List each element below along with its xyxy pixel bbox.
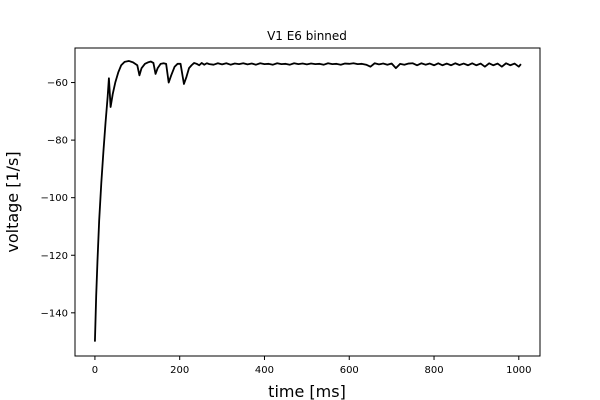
x-axis-label: time [ms] xyxy=(268,382,346,400)
x-tick-label: 800 xyxy=(424,365,443,376)
x-tick-label: 600 xyxy=(340,365,359,376)
y-tick-label: −140 xyxy=(41,308,68,319)
x-tick-label: 1000 xyxy=(506,365,531,376)
x-tick-label: 200 xyxy=(170,365,189,376)
x-tick-label: 400 xyxy=(255,365,274,376)
chart-title: V1 E6 binned xyxy=(267,29,347,43)
x-axis-ticks: 0 200 400 600 800 1000 xyxy=(92,356,532,376)
plot-frame xyxy=(74,47,541,357)
x-tick-label: 0 xyxy=(92,365,98,376)
y-axis-label: voltage [1/s] xyxy=(3,151,22,252)
plot-area: 0 200 400 600 800 1000 −140 −120 −100 −80 −60 xyxy=(41,47,541,376)
series-line xyxy=(94,60,522,342)
y-axis-ticks: −140 −120 −100 −80 −60 xyxy=(41,78,75,319)
y-tick-label: −120 xyxy=(41,251,68,262)
y-tick-label: −100 xyxy=(41,193,68,204)
y-tick-label: −60 xyxy=(47,78,68,89)
y-tick-label: −80 xyxy=(47,136,68,147)
